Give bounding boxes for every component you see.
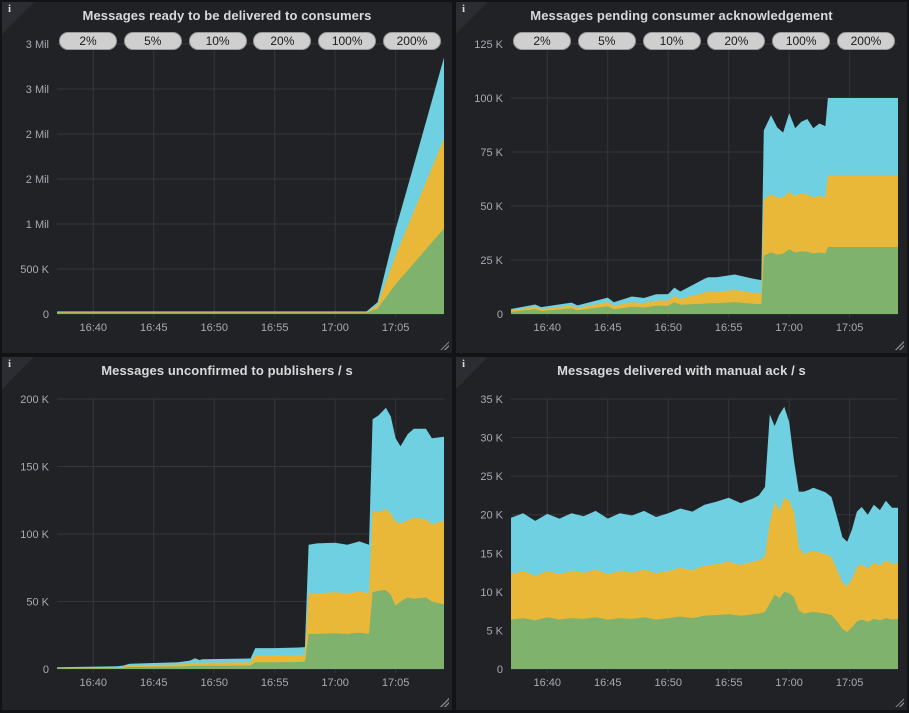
svg-text:15 K: 15 K xyxy=(480,548,503,560)
svg-text:16:55: 16:55 xyxy=(261,677,289,689)
scale-button-200%[interactable]: 200% xyxy=(382,32,441,50)
panel-title[interactable]: Messages unconfirmed to publishers / s xyxy=(101,362,353,378)
messages-unconfirmed-chart[interactable]: 16:40 16:45 16:50 16:55 17:00 17:05 0 50 K 100 K… xyxy=(2,383,452,708)
panel-resize-handle[interactable] xyxy=(895,341,904,350)
panel-messages-ready: i Messages ready to be delivered to cons… xyxy=(2,2,452,353)
svg-text:75 K: 75 K xyxy=(480,147,503,159)
scale-button-20%[interactable]: 20% xyxy=(707,32,766,50)
messages-pending-ack-chart[interactable]: 16:40 16:45 16:50 16:55 17:00 17:05 0 25 K 50 K 7… xyxy=(456,28,906,353)
svg-text:100 K: 100 K xyxy=(474,93,503,105)
panel-title[interactable]: Messages pending consumer acknowledgemen… xyxy=(530,7,833,23)
svg-text:17:05: 17:05 xyxy=(382,677,410,689)
svg-text:100 K: 100 K xyxy=(20,529,49,541)
svg-text:0: 0 xyxy=(497,309,503,321)
svg-text:17:00: 17:00 xyxy=(775,322,803,334)
panel-resize-handle[interactable] xyxy=(440,698,449,707)
svg-text:200 K: 200 K xyxy=(20,394,49,406)
panel-info-corner[interactable]: i xyxy=(2,2,34,34)
svg-text:17:00: 17:00 xyxy=(321,322,349,334)
svg-text:0: 0 xyxy=(43,309,49,321)
svg-text:0: 0 xyxy=(43,664,49,676)
scale-buttons: 2% 5% 10% 20% 100% 200% xyxy=(513,32,895,50)
svg-text:16:45: 16:45 xyxy=(140,677,168,689)
scale-button-5%[interactable]: 5% xyxy=(577,32,636,50)
scale-button-100%[interactable]: 100% xyxy=(318,32,377,50)
scale-button-10%[interactable]: 10% xyxy=(188,32,247,50)
svg-text:5 K: 5 K xyxy=(486,625,503,637)
scale-button-20%[interactable]: 20% xyxy=(253,32,312,50)
panel-resize-handle[interactable] xyxy=(895,698,904,707)
svg-text:125 K: 125 K xyxy=(474,39,503,51)
svg-text:16:45: 16:45 xyxy=(594,322,622,334)
svg-text:2 Mil: 2 Mil xyxy=(26,129,49,141)
panel-resize-handle[interactable] xyxy=(440,341,449,350)
info-icon: i xyxy=(8,3,12,15)
scale-button-100%[interactable]: 100% xyxy=(772,32,831,50)
panel-title[interactable]: Messages delivered with manual ack / s xyxy=(557,362,806,378)
messages-ready-chart[interactable]: 16:40 16:45 16:50 16:55 17:00 17:05 0 500 K 1 Mi… xyxy=(2,28,452,353)
scale-button-2%[interactable]: 2% xyxy=(59,32,117,50)
svg-text:16:55: 16:55 xyxy=(715,322,743,334)
svg-text:2 Mil: 2 Mil xyxy=(26,174,49,186)
svg-text:16:40: 16:40 xyxy=(534,322,562,334)
svg-text:25 K: 25 K xyxy=(480,255,503,267)
svg-text:16:45: 16:45 xyxy=(594,677,622,689)
panel-info-corner[interactable]: i xyxy=(456,357,488,389)
svg-text:50 K: 50 K xyxy=(480,201,503,213)
svg-text:17:05: 17:05 xyxy=(836,677,864,689)
scale-button-5%[interactable]: 5% xyxy=(123,32,182,50)
scale-button-10%[interactable]: 10% xyxy=(642,32,701,50)
svg-text:16:55: 16:55 xyxy=(715,677,743,689)
panel-info-corner[interactable]: i xyxy=(456,2,488,34)
svg-text:16:50: 16:50 xyxy=(654,322,682,334)
panel-info-corner[interactable]: i xyxy=(2,357,34,389)
svg-text:10 K: 10 K xyxy=(480,587,503,599)
panel-title[interactable]: Messages ready to be delivered to consum… xyxy=(82,7,372,23)
svg-text:16:40: 16:40 xyxy=(80,322,108,334)
scale-button-2%[interactable]: 2% xyxy=(513,32,571,50)
svg-text:150 K: 150 K xyxy=(20,462,49,474)
scale-buttons: 2% 5% 10% 20% 100% 200% xyxy=(59,32,441,50)
svg-text:0: 0 xyxy=(497,664,503,676)
svg-text:17:05: 17:05 xyxy=(836,322,864,334)
svg-text:20 K: 20 K xyxy=(480,510,503,522)
messages-delivered-manual-ack-chart[interactable]: 16:40 16:45 16:50 16:55 17:00 17:05 0 5 K 10 K 15… xyxy=(456,383,906,708)
svg-text:35 K: 35 K xyxy=(480,394,503,406)
info-icon: i xyxy=(462,358,466,370)
svg-text:30 K: 30 K xyxy=(480,433,503,445)
svg-text:16:40: 16:40 xyxy=(534,677,562,689)
svg-text:3 Mil: 3 Mil xyxy=(26,39,49,51)
svg-text:500 K: 500 K xyxy=(20,264,49,276)
svg-text:17:00: 17:00 xyxy=(321,677,349,689)
svg-text:16:55: 16:55 xyxy=(261,322,289,334)
svg-text:16:40: 16:40 xyxy=(80,677,108,689)
scale-button-200%[interactable]: 200% xyxy=(836,32,895,50)
info-icon: i xyxy=(462,3,466,15)
svg-text:16:50: 16:50 xyxy=(200,677,228,689)
panel-messages-pending-ack: i Messages pending consumer acknowledgem… xyxy=(456,2,907,353)
svg-text:16:50: 16:50 xyxy=(200,322,228,334)
svg-text:17:05: 17:05 xyxy=(382,322,410,334)
panel-messages-delivered-manual-ack: i Messages delivered with manual ack / s… xyxy=(456,357,907,710)
info-icon: i xyxy=(8,358,12,370)
svg-text:50 K: 50 K xyxy=(26,597,49,609)
svg-text:16:50: 16:50 xyxy=(654,677,682,689)
panel-messages-unconfirmed: i Messages unconfirmed to publishers / s… xyxy=(2,357,452,710)
svg-text:16:45: 16:45 xyxy=(140,322,168,334)
svg-text:1 Mil: 1 Mil xyxy=(26,219,49,231)
svg-text:25 K: 25 K xyxy=(480,471,503,483)
svg-text:17:00: 17:00 xyxy=(775,677,803,689)
svg-text:3 Mil: 3 Mil xyxy=(26,84,49,96)
